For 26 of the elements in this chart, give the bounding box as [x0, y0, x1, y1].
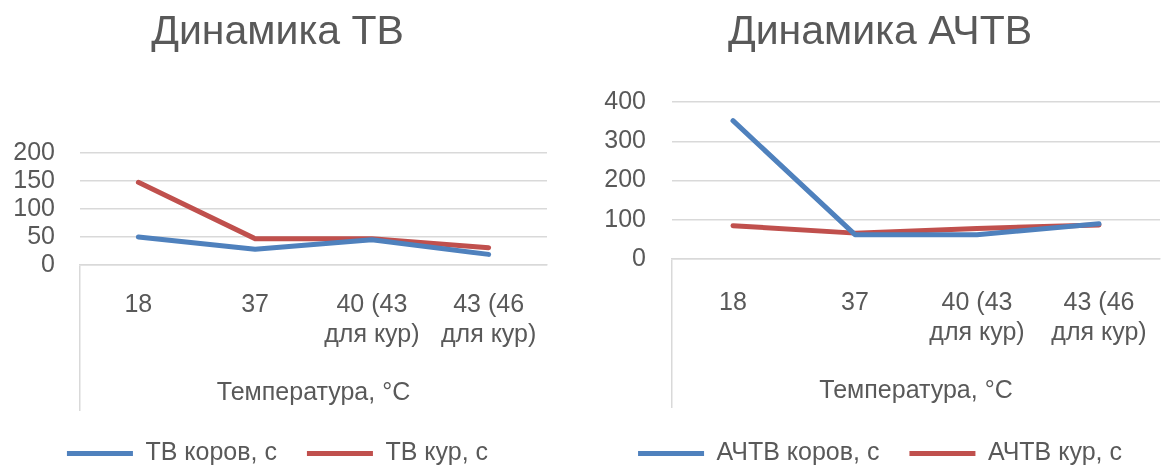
y-tick-label: 100: [13, 192, 55, 221]
x-tick-label: 18: [124, 288, 153, 317]
legend-label: ТВ кур, с: [385, 437, 489, 466]
y-tick-label: 400: [604, 86, 646, 115]
chart-title: Динамика ТВ: [151, 6, 404, 53]
legend-label: ТВ коров, с: [145, 437, 277, 466]
legend-label: АЧТВ коров, с: [716, 437, 880, 466]
legend-label: АЧТВ кур, с: [987, 437, 1122, 466]
x-tick-label: 37: [241, 288, 270, 317]
y-tick-label: 0: [632, 242, 646, 271]
x-axis-title: Температура, °C: [819, 374, 1013, 403]
x-tick-label: 40 (43 для кур): [324, 288, 420, 347]
x-tick-label: 18: [719, 286, 747, 315]
x-tick-label: 37: [841, 286, 869, 315]
y-tick-label: 100: [604, 203, 646, 232]
x-axis-title: Температура, °C: [216, 376, 411, 405]
x-tick-label: 43 (46 для кур): [440, 288, 537, 347]
x-tick-label: 40 (43 для кур): [929, 286, 1025, 345]
y-tick-label: 50: [27, 220, 55, 249]
y-tick-label: 0: [41, 248, 55, 277]
y-tick-label: 200: [13, 137, 55, 166]
y-tick-label: 150: [13, 165, 55, 194]
y-tick-label: 200: [604, 164, 646, 193]
x-tick-label: 43 (46 для кур): [1051, 286, 1147, 345]
y-tick-label: 300: [604, 125, 646, 154]
chart-title: Динамика АЧТВ: [727, 6, 1033, 53]
